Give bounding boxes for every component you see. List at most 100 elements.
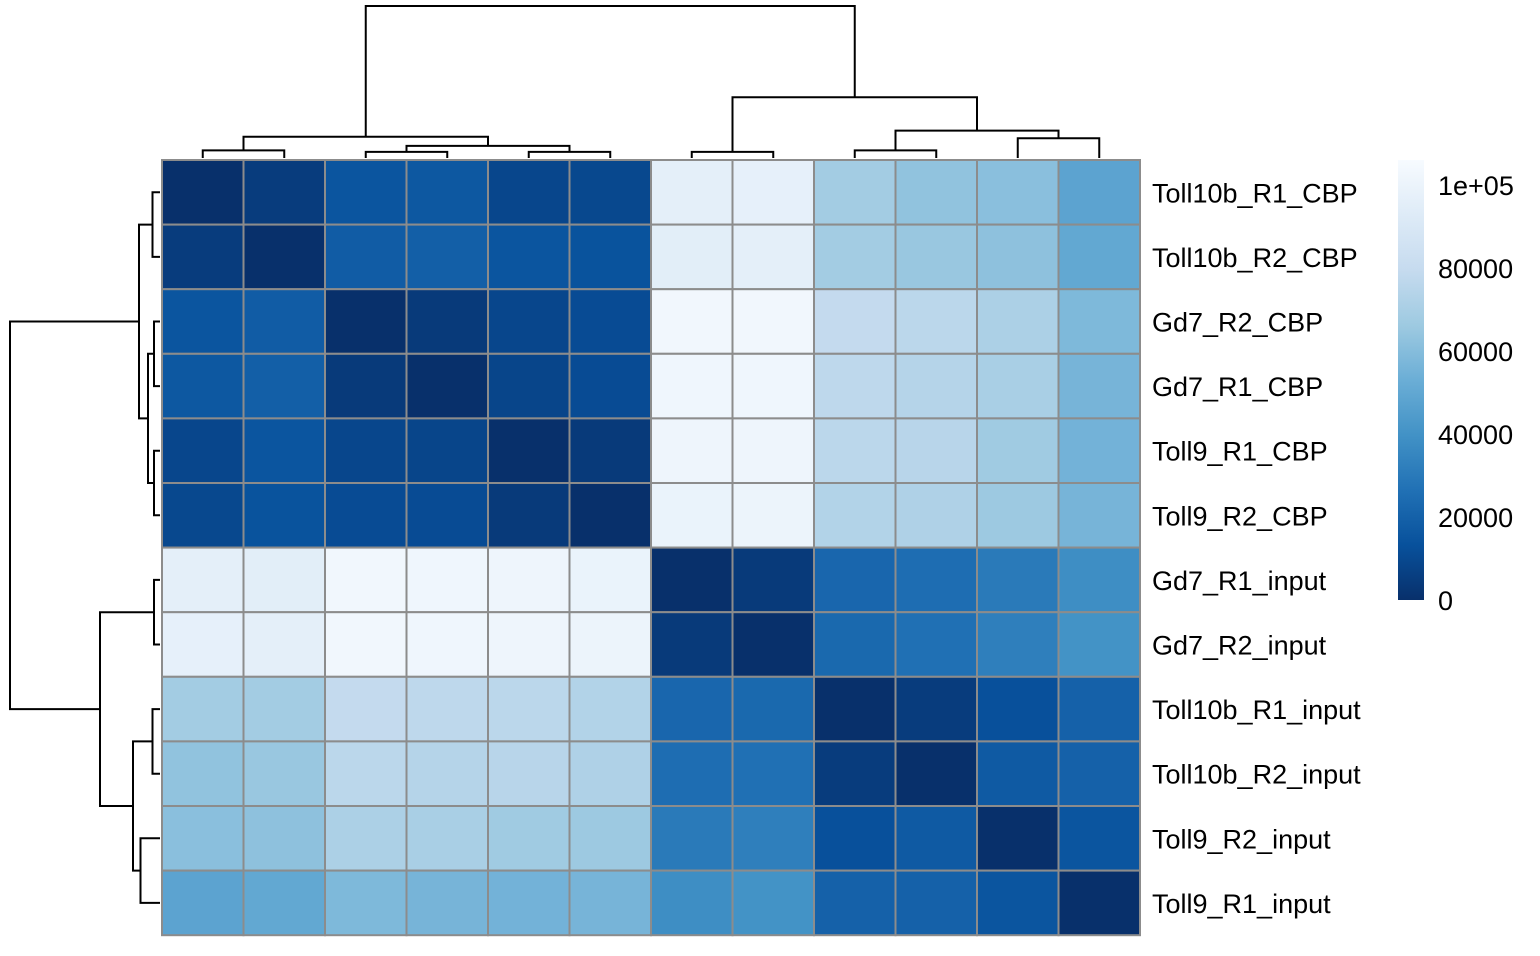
heatmap-cell-4-8 <box>813 417 897 484</box>
heatmap-cell-3-2 <box>324 352 408 420</box>
heatmap-cells <box>161 159 1141 937</box>
heatmap-cell-4-0 <box>161 417 245 484</box>
row-label: Toll10b_R1_input <box>1152 695 1361 725</box>
heatmap-cell-9-8 <box>813 740 897 808</box>
dendrogram-branch <box>894 129 1060 151</box>
heatmap-cell-0-5 <box>568 159 652 226</box>
heatmap-cell-6-0 <box>161 546 245 614</box>
heatmap-cell-9-4 <box>487 740 571 808</box>
heatmap-cell-2-11 <box>1057 288 1141 355</box>
heatmap-cell-3-9 <box>894 352 978 420</box>
heatmap-cell-11-3 <box>405 869 489 937</box>
heatmap-cell-5-5 <box>568 482 652 549</box>
heatmap-cell-5-10 <box>976 482 1060 549</box>
heatmap-cell-8-6 <box>650 675 734 743</box>
heatmap-cell-10-8 <box>813 805 897 872</box>
heatmap-cell-5-4 <box>487 482 571 549</box>
dendrogram-branch <box>201 149 286 158</box>
dendrogram-branch <box>153 320 160 388</box>
heatmap-cell-8-11 <box>1057 675 1141 743</box>
row-label: Toll9_R2_CBP <box>1152 501 1328 531</box>
heatmap-cell-6-11 <box>1057 546 1141 614</box>
heatmap-cell-9-5 <box>568 740 652 808</box>
heatmap-cell-9-7 <box>731 740 815 808</box>
row-label: Toll9_R1_CBP <box>1152 437 1328 467</box>
heatmap-cell-0-4 <box>487 159 571 226</box>
dendrogram-branch <box>139 837 160 904</box>
heatmap-cell-10-1 <box>242 805 326 872</box>
heatmap-cell-9-6 <box>650 740 734 808</box>
row-dendrogram <box>9 191 160 904</box>
heatmap-cell-8-10 <box>976 675 1060 743</box>
heatmap-cell-10-10 <box>976 805 1060 872</box>
row-label: Gd7_R2_input <box>1152 631 1327 661</box>
heatmap-cell-9-1 <box>242 740 326 808</box>
heatmap-cell-10-5 <box>568 805 652 872</box>
heatmap-cell-11-2 <box>324 869 408 937</box>
heatmap-cell-10-0 <box>161 805 245 872</box>
heatmap-cell-0-8 <box>813 159 897 226</box>
heatmap-cell-1-2 <box>324 223 408 291</box>
dendrogram-branch <box>99 611 154 807</box>
colorbar-tick-label: 80000 <box>1438 254 1513 284</box>
heatmap-cell-10-11 <box>1057 805 1141 872</box>
heatmap-cell-7-6 <box>650 611 734 678</box>
row-labels: Toll10b_R1_CBP Toll10b_R2_CBP Gd7_R2_CBP Gd… <box>1152 178 1361 919</box>
dendrogram-branch <box>364 5 856 137</box>
heatmap-cell-11-9 <box>894 869 978 937</box>
heatmap-cell-4-9 <box>894 417 978 484</box>
heatmap-cell-10-3 <box>405 805 489 872</box>
heatmap-cell-0-6 <box>650 159 734 226</box>
heatmap-cell-0-7 <box>731 159 815 226</box>
dendrogram-branch <box>151 191 160 258</box>
dendrogram-branch <box>9 320 139 711</box>
heatmap-cell-9-0 <box>161 740 245 808</box>
heatmap-cell-7-4 <box>487 611 571 678</box>
heatmap-cell-4-2 <box>324 417 408 484</box>
heatmap-cell-4-4 <box>487 417 571 484</box>
heatmap-cell-0-11 <box>1057 159 1141 226</box>
heatmap-cell-4-3 <box>405 417 489 484</box>
heatmap-cell-10-6 <box>650 805 734 872</box>
heatmap-cell-6-1 <box>242 546 326 614</box>
heatmap-cell-11-10 <box>976 869 1060 937</box>
heatmap-cell-5-1 <box>242 482 326 549</box>
heatmap-cell-4-11 <box>1057 417 1141 484</box>
colorbar-tick-label: 1e+05 <box>1438 171 1514 201</box>
heatmap-cell-7-2 <box>324 611 408 678</box>
heatmap-cell-7-3 <box>405 611 489 678</box>
dendrogram-branch <box>138 223 153 420</box>
heatmap-cell-1-6 <box>650 223 734 291</box>
heatmap-cell-1-9 <box>894 223 978 291</box>
heatmap-cell-6-6 <box>650 546 734 614</box>
heatmap-cell-4-1 <box>242 417 326 484</box>
heatmap-cell-3-7 <box>731 352 815 420</box>
heatmap-cell-7-5 <box>568 611 652 678</box>
heatmap-cell-8-2 <box>324 675 408 743</box>
dendrogram-branch <box>153 578 160 646</box>
heatmap-cell-8-1 <box>242 675 326 743</box>
heatmap-cell-7-10 <box>976 611 1060 678</box>
heatmap-cell-1-8 <box>813 223 897 291</box>
heatmap-cell-6-8 <box>813 546 897 614</box>
heatmap-cell-7-7 <box>731 611 815 678</box>
heatmap-cell-0-0 <box>161 159 245 226</box>
heatmap-cell-0-1 <box>242 159 326 226</box>
dendrogram-branch <box>151 708 160 775</box>
heatmap-cell-2-9 <box>894 288 978 355</box>
colorbar-tick-label: 60000 <box>1438 337 1513 367</box>
heatmap-cell-8-4 <box>487 675 571 743</box>
heatmap-cell-7-1 <box>242 611 326 678</box>
heatmap-cell-0-9 <box>894 159 978 226</box>
heatmap-cell-11-11 <box>1057 869 1141 937</box>
row-label: Toll9_R1_input <box>1152 889 1331 919</box>
heatmap-cell-2-8 <box>813 288 897 355</box>
heatmap-cell-2-4 <box>487 288 571 355</box>
heatmap-cell-5-3 <box>405 482 489 549</box>
heatmap-cell-1-11 <box>1057 223 1141 291</box>
heatmap-cell-2-1 <box>242 288 326 355</box>
dendrogram-branch <box>527 150 612 158</box>
heatmap-cell-5-8 <box>813 482 897 549</box>
